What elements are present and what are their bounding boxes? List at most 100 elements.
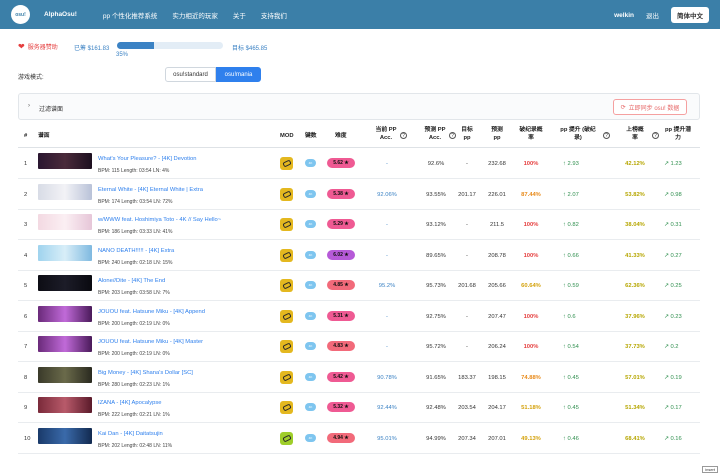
star-rating-badge: 4.83 ★ — [327, 341, 355, 351]
beatmap-title-link[interactable]: Eternal White - [4K] Eternal White | Ext… — [98, 186, 203, 193]
beatmap-thumbnail[interactable] — [38, 183, 92, 200]
language-button[interactable]: 简体中文 — [671, 7, 709, 23]
keys-icon: 4K — [305, 342, 316, 350]
beatmap-title-link[interactable]: IZANA - [4K] Apocalypse — [98, 400, 162, 406]
col-rank-prob-line2: 率 — [632, 135, 638, 141]
beatmap-title-link[interactable]: JOUOU feat. Hatsune Miku - [4K] Append — [98, 308, 205, 315]
filter-panel[interactable]: › 过滤谱面 ⟳ 立即同步 osu! 数据 — [18, 93, 700, 120]
table-row[interactable]: 8 Big Money - [4K] Shana's Dollar [SC] BPM… — [18, 363, 700, 393]
top-nav-bar: osu! AlphaOsu! pp 个性化推荐系统 实力相近的玩家 关于 支持我… — [0, 0, 720, 29]
help-icon[interactable]: ? — [449, 132, 456, 139]
keys-icon: 4K — [305, 372, 316, 381]
predicted-acc: 94.99% — [426, 435, 446, 442]
username[interactable]: welkin — [614, 11, 634, 19]
col-potential[interactable]: pp 提升潜 力 — [659, 126, 697, 142]
osu-logo[interactable]: osu! — [11, 5, 30, 24]
target-pp: - — [466, 313, 468, 320]
current-acc: - — [386, 222, 388, 228]
help-icon[interactable]: ? — [603, 132, 610, 139]
beatmap-thumbnail[interactable] — [38, 366, 92, 383]
pp-potential: ↗ 0.98 — [664, 191, 682, 198]
table-row[interactable]: 4 NANO DEATH!!!!! - [4K] Extra BPM: 240 Le… — [18, 241, 700, 271]
current-acc: - — [386, 252, 388, 259]
sync-osu-data-button[interactable]: ⟳ 立即同步 osu! 数据 — [613, 99, 687, 115]
beatmap-thumbnail[interactable] — [38, 305, 92, 322]
col-pp-gain[interactable]: pp 提升 (破纪 录) — [553, 126, 603, 142]
col-beatmap[interactable]: 谱面 — [38, 133, 50, 139]
table-row[interactable]: 7 JOUOU feat. Hatsune Miku - [4K] Master B… — [18, 332, 700, 362]
nav-recommend[interactable]: pp 个性化推荐系统 — [102, 12, 158, 20]
table-row[interactable]: 5 Alone//Dite - [4K] The End BPM: 203 Leng… — [18, 271, 700, 301]
beatmap-title-link[interactable]: w/WWW feat. Hoshimiya Toto - 4K // Say H… — [98, 217, 222, 223]
target-pp: - — [466, 252, 468, 259]
col-rank-prob[interactable]: 上榜概 率 — [618, 126, 652, 142]
main-nav: pp 个性化推荐系统 实力相近的玩家 关于 支持我们 — [103, 10, 287, 20]
current-acc: 90.78% — [377, 374, 397, 381]
beatmap-meta: BPM: 240 Length: 02:18 LN: 15% — [98, 259, 173, 266]
nav-similar-players[interactable]: 实力相近的玩家 — [172, 12, 218, 20]
beatmap-title-link[interactable]: Big Money - [4K] Shana's Dollar [SC] — [98, 369, 193, 376]
col-predicted-pp-acc[interactable]: 预测 PP Acc. — [419, 126, 451, 142]
funding-goal: 目标 $465.85 — [232, 46, 268, 52]
beatmap-title-link[interactable]: What's Your Pleasure? - [4K] Devotion — [98, 156, 197, 162]
col-target-label: 目标 — [461, 127, 473, 133]
beatmap-thumbnail[interactable] — [38, 153, 92, 169]
sync-label: 立即同步 osu! 数据 — [628, 105, 680, 112]
predicted-acc: 93.12% — [426, 222, 446, 228]
beatmap-thumbnail[interactable] — [38, 427, 92, 444]
beatmap-title-link[interactable]: Alone//Dite - [4K] The End — [98, 278, 166, 284]
rank-probability: 62.36% — [625, 283, 645, 289]
help-icon[interactable]: ? — [652, 132, 659, 139]
target-pp: 207.34 — [458, 435, 476, 442]
mode-osu-mania[interactable]: osu!mania — [216, 67, 261, 82]
pp-gain: ↑ 0.45 — [563, 405, 579, 411]
table-row[interactable]: 1 What's Your Pleasure? - [4K] Devotion BP… — [18, 149, 700, 179]
nav-about[interactable]: 关于 — [232, 12, 246, 20]
predicted-acc: 95.73% — [426, 283, 446, 289]
server-support[interactable]: ❤ 服务器赞助 — [18, 42, 58, 51]
chevron-right-icon: › — [28, 103, 30, 109]
pp-potential: ↗ 0.23 — [664, 313, 682, 320]
beatmap-thumbnail[interactable] — [38, 244, 92, 261]
table-row[interactable]: 6 JOUOU feat. Hatsune Miku - [4K] Append B… — [18, 302, 700, 332]
predicted-pp: 207.47 — [488, 313, 506, 320]
predicted-acc: 91.65% — [426, 374, 446, 381]
target-pp: - — [466, 161, 468, 167]
col-predicted-pp[interactable]: 预测 pp — [486, 126, 508, 142]
col-target-pp[interactable]: 目标 pp — [456, 126, 478, 142]
beatmap-title-link[interactable]: NANO DEATH!!!!! - [4K] Extra — [98, 247, 175, 254]
logout-link[interactable]: 退出 — [646, 13, 659, 20]
beatmap-thumbnail[interactable] — [38, 336, 92, 352]
col-mod[interactable]: MOD — [280, 133, 294, 139]
mod-icon — [280, 431, 293, 445]
col-pp-gain-line1: pp 提升 (破纪 — [560, 127, 596, 133]
row-index: 6 — [24, 313, 28, 320]
target-pp: 203.54 — [458, 405, 476, 411]
keys-icon: 4K — [305, 220, 316, 228]
col-difficulty[interactable]: 难度 — [335, 133, 347, 139]
beatmap-thumbnail[interactable] — [38, 214, 92, 230]
star-rating-badge: 5.42 ★ — [327, 371, 355, 382]
help-icon[interactable]: ? — [400, 132, 407, 139]
beatmap-title-link[interactable]: JOUOU feat. Hatsune Miku - [4K] Master — [98, 339, 204, 345]
predicted-pp: 208.78 — [488, 252, 506, 259]
filter-label: 过滤谱面 — [39, 107, 64, 113]
table-row[interactable]: 2 Eternal White - [4K] Eternal White | Ex… — [18, 180, 700, 210]
mode-osu-standard[interactable]: osu!standard — [165, 67, 216, 82]
game-mode-label: 游戏模式: — [18, 75, 44, 81]
beatmap-thumbnail[interactable] — [38, 275, 92, 291]
col-keys[interactable]: 键数 — [305, 133, 317, 139]
col-break-rate[interactable]: 破纪录概 率 — [514, 126, 548, 142]
table-row[interactable]: 3 w/WWW feat. Hoshimiya Toto - 4K // Say … — [18, 210, 700, 240]
keys-icon: 4K — [305, 311, 316, 320]
table-row[interactable]: 9 IZANA - [4K] Apocalypse BPM: 222 Length:… — [18, 393, 700, 423]
beatmap-title-link[interactable]: Kai Dan - [4K] Daitatsujin — [98, 430, 163, 437]
keys-icon: 4K — [305, 281, 316, 289]
col-current-pp-acc[interactable]: 当前 PP Acc. — [370, 126, 402, 142]
predicted-pp: 198.15 — [488, 374, 506, 381]
beatmap-thumbnail[interactable] — [38, 397, 92, 413]
nav-support[interactable]: 支持我们 — [260, 12, 287, 20]
row-index: 2 — [24, 191, 28, 198]
table-row[interactable]: 10 Kai Dan - [4K] Daitatsujin BPM: 202 Len… — [18, 424, 700, 454]
brand-name[interactable]: AlphaOsu! — [44, 11, 77, 18]
